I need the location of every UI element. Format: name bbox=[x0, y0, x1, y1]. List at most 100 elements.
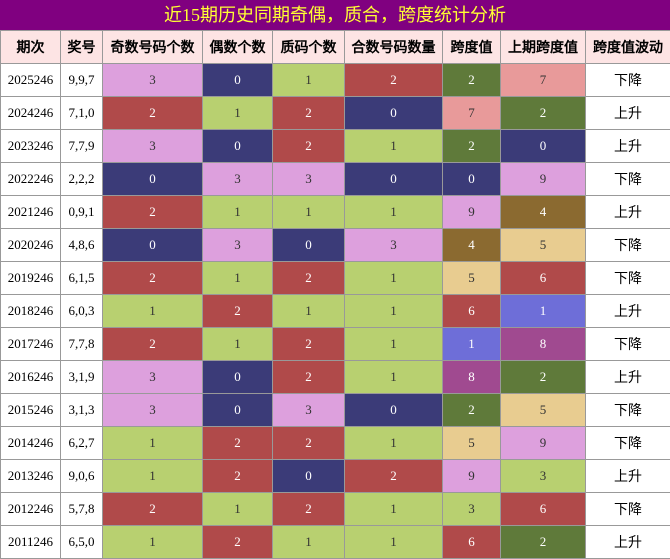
table-cell: 0 bbox=[344, 162, 443, 196]
table-cell: 上升 bbox=[585, 459, 670, 493]
table-cell: 上升 bbox=[585, 129, 670, 163]
column-header: 期次 bbox=[0, 30, 61, 64]
table-cell: 2015246 bbox=[0, 393, 61, 427]
table-cell: 1 bbox=[344, 327, 443, 361]
table-cell: 1 bbox=[344, 261, 443, 295]
table-cell: 下降 bbox=[585, 261, 670, 295]
table-cell: 2,2,2 bbox=[60, 162, 103, 196]
table-cell: 4 bbox=[442, 228, 501, 262]
table-cell: 下降 bbox=[585, 393, 670, 427]
table-cell: 7 bbox=[442, 96, 501, 130]
table-cell: 1 bbox=[500, 294, 586, 328]
table-cell: 0 bbox=[202, 63, 273, 97]
table-cell: 2 bbox=[442, 63, 501, 97]
table-cell: 7,7,8 bbox=[60, 327, 103, 361]
table-cell: 6,1,5 bbox=[60, 261, 103, 295]
table-cell: 2 bbox=[272, 96, 345, 130]
table-cell: 2025246 bbox=[0, 63, 61, 97]
table-cell: 2020246 bbox=[0, 228, 61, 262]
table-cell: 3 bbox=[442, 492, 501, 526]
table-cell: 2018246 bbox=[0, 294, 61, 328]
table-cell: 3 bbox=[500, 459, 586, 493]
table-cell: 3 bbox=[202, 162, 273, 196]
table-cell: 1 bbox=[344, 129, 443, 163]
table-row: 2017246 7,7,8 2 1 2 1 1 8 下降 bbox=[0, 327, 670, 361]
table-cell: 2 bbox=[500, 525, 586, 559]
table-cell: 2 bbox=[202, 294, 273, 328]
table-cell: 7 bbox=[500, 63, 586, 97]
table-cell: 1 bbox=[102, 426, 203, 460]
table-cell: 上升 bbox=[585, 525, 670, 559]
table-row: 2013246 9,0,6 1 2 0 2 9 3 上升 bbox=[0, 459, 670, 493]
table-cell: 1 bbox=[202, 492, 273, 526]
table-cell: 3 bbox=[202, 228, 273, 262]
table-cell: 0 bbox=[344, 393, 443, 427]
table-cell: 2017246 bbox=[0, 327, 61, 361]
table-cell: 下降 bbox=[585, 426, 670, 460]
table-cell: 3 bbox=[344, 228, 443, 262]
table-cell: 上升 bbox=[585, 360, 670, 394]
table-cell: 2 bbox=[272, 129, 345, 163]
column-header: 奇数号码个数 bbox=[102, 30, 203, 64]
table-cell: 上升 bbox=[585, 294, 670, 328]
table-cell: 6,0,3 bbox=[60, 294, 103, 328]
column-header: 合数号码数量 bbox=[344, 30, 443, 64]
table-cell: 6,2,7 bbox=[60, 426, 103, 460]
table-cell: 下降 bbox=[585, 162, 670, 196]
table-cell: 0 bbox=[202, 360, 273, 394]
table-cell: 9 bbox=[442, 459, 501, 493]
table-cell: 3 bbox=[272, 393, 345, 427]
table-cell: 下降 bbox=[585, 63, 670, 97]
table-cell: 2 bbox=[102, 261, 203, 295]
table-row: 2015246 3,1,3 3 0 3 0 2 5 下降 bbox=[0, 393, 670, 427]
table-cell: 3,1,9 bbox=[60, 360, 103, 394]
table-row: 2018246 6,0,3 1 2 1 1 6 1 上升 bbox=[0, 294, 670, 328]
table-cell: 2021246 bbox=[0, 195, 61, 229]
table-cell: 2 bbox=[442, 393, 501, 427]
table-row: 2025246 9,9,7 3 0 1 2 2 7 下降 bbox=[0, 63, 670, 97]
table-cell: 下降 bbox=[585, 228, 670, 262]
table-cell: 1 bbox=[344, 360, 443, 394]
table-cell: 2013246 bbox=[0, 459, 61, 493]
table-cell: 2 bbox=[500, 96, 586, 130]
table-cell: 3 bbox=[102, 360, 203, 394]
table-row: 2011246 6,5,0 1 2 1 1 6 2 上升 bbox=[0, 525, 670, 559]
column-header: 奖号 bbox=[60, 30, 103, 64]
table-row: 2022246 2,2,2 0 3 3 0 0 9 下降 bbox=[0, 162, 670, 196]
table-cell: 0 bbox=[102, 162, 203, 196]
table-cell: 2 bbox=[272, 492, 345, 526]
table-cell: 2023246 bbox=[0, 129, 61, 163]
table-cell: 1 bbox=[202, 96, 273, 130]
table-cell: 2011246 bbox=[0, 525, 61, 559]
table-cell: 1 bbox=[344, 294, 443, 328]
table-cell: 2019246 bbox=[0, 261, 61, 295]
table-cell: 2 bbox=[202, 426, 273, 460]
title: 近15期历史同期奇偶，质合，跨度统计分析 bbox=[0, 0, 670, 30]
table-cell: 5 bbox=[500, 228, 586, 262]
table-cell: 3 bbox=[102, 129, 203, 163]
column-header: 偶数个数 bbox=[202, 30, 273, 64]
table-body: 2025246 9,9,7 3 0 1 2 2 7 下降 2024246 7,1,0 2 1 2 0 7 2 上升… bbox=[0, 63, 670, 559]
header-row: 期次 奖号 奇数号码个数 偶数个数 质码个数 合数号码数量 跨度值 上期跨度值 跨度值波动 bbox=[0, 30, 670, 64]
table-cell: 0 bbox=[344, 96, 443, 130]
table-cell: 8 bbox=[442, 360, 501, 394]
table-cell: 6,5,0 bbox=[60, 525, 103, 559]
table-cell: 0 bbox=[202, 129, 273, 163]
table-cell: 2 bbox=[272, 261, 345, 295]
table-cell: 9 bbox=[500, 162, 586, 196]
table-cell: 1 bbox=[202, 327, 273, 361]
table-cell: 5 bbox=[442, 426, 501, 460]
table-cell: 2014246 bbox=[0, 426, 61, 460]
table-row: 2019246 6,1,5 2 1 2 1 5 6 下降 bbox=[0, 261, 670, 295]
table-cell: 1 bbox=[344, 426, 443, 460]
table-cell: 4,8,6 bbox=[60, 228, 103, 262]
table-cell: 0 bbox=[202, 393, 273, 427]
table-cell: 5,7,8 bbox=[60, 492, 103, 526]
table-cell: 2012246 bbox=[0, 492, 61, 526]
table-cell: 0 bbox=[500, 129, 586, 163]
table-cell: 上升 bbox=[585, 195, 670, 229]
table-cell: 1 bbox=[344, 525, 443, 559]
table-cell: 1 bbox=[272, 294, 345, 328]
table-cell: 2 bbox=[102, 492, 203, 526]
